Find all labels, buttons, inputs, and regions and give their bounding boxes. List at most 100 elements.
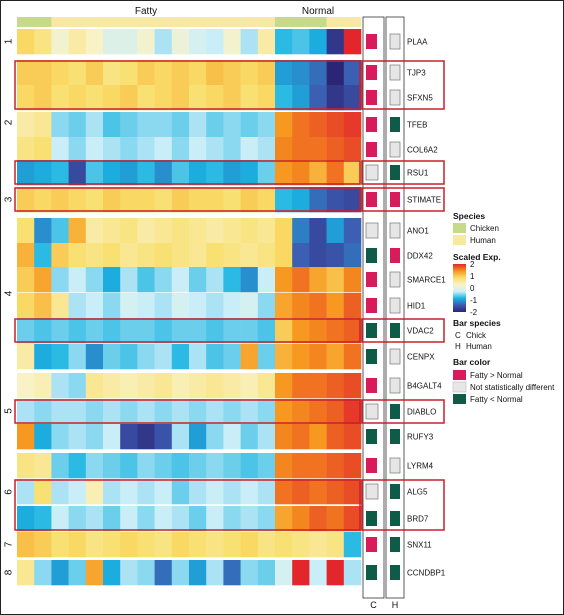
bar-human (390, 537, 400, 552)
legend-bar-species-label: Chick (466, 331, 487, 340)
bar-chick (366, 117, 377, 132)
heatmap-cell (85, 479, 104, 505)
heatmap-cell (68, 29, 87, 55)
heatmap-cell (343, 293, 362, 319)
bar-column-label: H (392, 600, 399, 610)
heatmap-cell (171, 112, 190, 138)
heatmap-cell (257, 267, 276, 293)
cluster-label: 5 (4, 408, 15, 414)
heatmap-cell (326, 218, 345, 244)
heatmap-cell (223, 399, 241, 425)
heatmap-cell (343, 29, 362, 55)
heatmap-cell (292, 318, 310, 344)
cluster-label: 4 (4, 290, 15, 296)
bar-human (390, 511, 400, 526)
heatmap-cell (68, 85, 87, 111)
heatmap-cell (51, 137, 69, 163)
heatmap-cell (17, 453, 35, 479)
legend-species-label: Human (470, 236, 496, 245)
heatmap-cell (275, 60, 293, 86)
bar-chick (365, 164, 379, 181)
heatmap-cell (51, 532, 69, 558)
heatmap-cell (292, 560, 310, 586)
species-annotation-cell (137, 17, 155, 27)
highlight-box-heatmap (14, 187, 361, 212)
heatmap-cell (51, 373, 69, 399)
heatmap-cell (223, 160, 241, 186)
bar-chick (366, 565, 377, 580)
heatmap-cell (189, 318, 207, 344)
bar-human (389, 141, 401, 158)
heatmap-cell (68, 60, 87, 86)
heatmap-cell (189, 137, 207, 163)
heatmap-cell (275, 293, 293, 319)
heatmap-cell (189, 60, 207, 86)
heatmap-cell (154, 453, 173, 479)
heatmap-cell (223, 318, 241, 344)
heatmap-cell (292, 399, 310, 425)
heatmap-cell (171, 293, 190, 319)
heatmap-cell (189, 399, 207, 425)
heatmap-cell (326, 318, 345, 344)
heatmap-cell (171, 344, 190, 370)
heatmap-cell (103, 479, 121, 505)
heatmap-cell (292, 424, 310, 450)
heatmap-cell (34, 453, 52, 479)
species-annotation-cell (275, 17, 293, 27)
heatmap-cell (34, 506, 52, 532)
heatmap-cell (154, 318, 173, 344)
heatmap-cell (257, 137, 276, 163)
heatmap-cell (343, 344, 362, 370)
heatmap-cell (275, 479, 293, 505)
heatmap-cell (171, 479, 190, 505)
heatmap-cell (34, 60, 52, 86)
heatmap-cell (171, 85, 190, 111)
heatmap-cell (292, 453, 310, 479)
heatmap-cell (85, 532, 104, 558)
species-annotation-cell (51, 17, 69, 27)
heatmap-cell (103, 243, 121, 269)
heatmap-cell (206, 267, 224, 293)
highlight-box-heatmap (14, 399, 361, 424)
heatmap-cell (103, 137, 121, 163)
heatmap-cell (223, 267, 241, 293)
gene-label: TJP3 (407, 69, 426, 78)
heatmap-cell (103, 112, 121, 138)
heatmap-cell (206, 318, 224, 344)
heatmap-cell (257, 373, 276, 399)
gene-label: SNX11 (407, 541, 432, 550)
heatmap-cell (257, 399, 276, 425)
heatmap-cell (17, 218, 35, 244)
heatmap-cell (275, 318, 293, 344)
heatmap-cell (154, 293, 173, 319)
heatmap-cell (189, 506, 207, 532)
heatmap-cell (240, 267, 259, 293)
heatmap-cell (51, 453, 69, 479)
heatmap-cell (343, 453, 362, 479)
gene-label: BRD7 (407, 515, 429, 524)
heatmap-cell (189, 112, 207, 138)
heatmap-cell (326, 453, 345, 479)
bar-human (389, 348, 401, 365)
heatmap-cell (171, 424, 190, 450)
heatmap-cell (154, 160, 173, 186)
bar-human (390, 248, 400, 263)
heatmap-cell (275, 399, 293, 425)
heatmap-cell (240, 29, 259, 55)
heatmap-cell (257, 344, 276, 370)
species-annotation-cell (292, 17, 310, 27)
heatmap-cell (34, 112, 52, 138)
heatmap-cell (137, 267, 155, 293)
heatmap-cell (326, 560, 345, 586)
heatmap-cell (34, 137, 52, 163)
bar-panel-human (385, 16, 405, 599)
heatmap-cell (17, 137, 35, 163)
heatmap-cell (154, 218, 173, 244)
heatmap-cell (51, 60, 69, 86)
heatmap-cell (17, 479, 35, 505)
heatmap-cell (223, 532, 241, 558)
heatmap-cell (240, 137, 259, 163)
heatmap-cell (223, 344, 241, 370)
species-annotation-cell (309, 17, 327, 27)
heatmap-cell (171, 532, 190, 558)
